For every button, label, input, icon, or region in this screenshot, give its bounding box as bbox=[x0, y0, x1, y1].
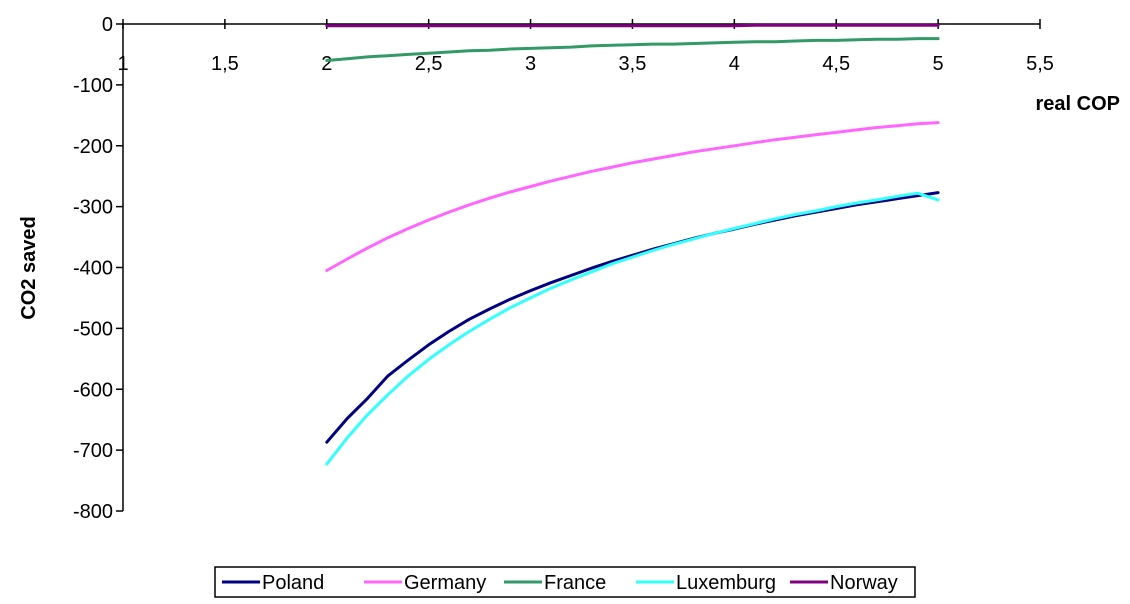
legend: Poland Germany France Luxemburg Norway bbox=[214, 566, 916, 598]
series-line-germany bbox=[325, 121, 940, 272]
legend-label-norway: Norway bbox=[830, 572, 898, 594]
legend-label-poland: Poland bbox=[262, 572, 324, 594]
x-tick-label: 4,5 bbox=[822, 53, 850, 75]
y-tick-label: -200 bbox=[73, 136, 113, 158]
y-tick-label: 0 bbox=[102, 14, 113, 36]
y-tick-label: -800 bbox=[73, 501, 113, 523]
x-tick-label: 1 bbox=[117, 53, 128, 75]
legend-label-france: France bbox=[544, 572, 606, 594]
series-lines bbox=[325, 23, 940, 466]
series-line-poland bbox=[325, 191, 940, 444]
x-tick-label: 5,5 bbox=[1026, 53, 1054, 75]
series-line-luxemburg bbox=[325, 191, 940, 466]
y-tick-label: -100 bbox=[73, 75, 113, 97]
x-tick-label: 1,5 bbox=[211, 53, 239, 75]
x-tick-label: 3 bbox=[525, 53, 536, 75]
axes bbox=[122, 23, 1040, 511]
y-tick-label: -300 bbox=[73, 197, 113, 219]
x-axis-title: real COP bbox=[1036, 93, 1120, 115]
y-ticks: 0 -100 -200 -300 -400 -500 -600 -700 -800 bbox=[73, 14, 123, 523]
series-line-france bbox=[325, 37, 940, 62]
legend-label-germany: Germany bbox=[404, 572, 486, 594]
x-ticks: 1 1,5 2 2,5 3 3,5 4 4,5 5 5,5 bbox=[117, 19, 1054, 75]
x-tick-label: 4 bbox=[729, 53, 740, 75]
y-tick-label: -500 bbox=[73, 318, 113, 340]
y-tick-label: -400 bbox=[73, 258, 113, 280]
series-line-norway bbox=[325, 23, 940, 28]
x-tick-label: 2 bbox=[321, 53, 332, 75]
x-tick-label: 2,5 bbox=[415, 53, 443, 75]
x-tick-label: 3,5 bbox=[619, 53, 647, 75]
legend-label-luxemburg: Luxemburg bbox=[676, 572, 776, 594]
y-tick-label: -600 bbox=[73, 379, 113, 401]
legend-items: Poland Germany France Luxemburg Norway bbox=[222, 572, 898, 594]
y-tick-label: -700 bbox=[73, 440, 113, 462]
x-tick-label: 5 bbox=[933, 53, 944, 75]
y-axis-title: CO2 saved bbox=[18, 216, 40, 319]
